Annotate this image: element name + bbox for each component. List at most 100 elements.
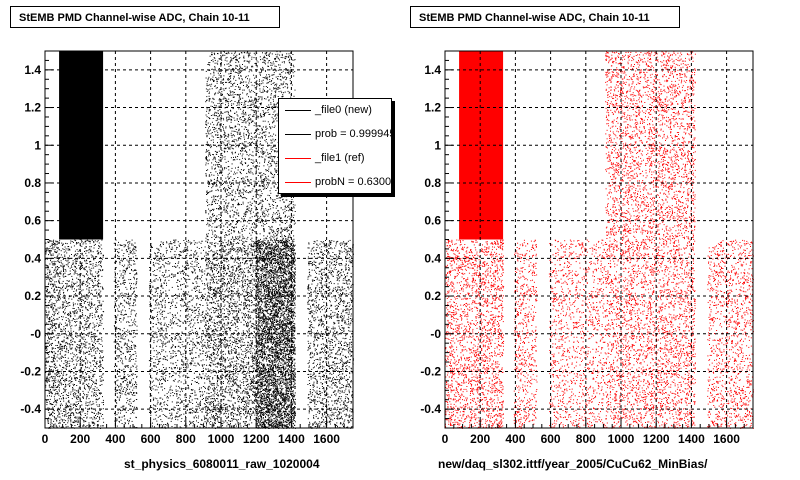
data-point xyxy=(191,357,192,359)
data-point xyxy=(115,420,117,422)
data-point xyxy=(116,373,118,375)
data-point xyxy=(194,322,196,324)
data-point xyxy=(162,260,164,261)
data-point xyxy=(161,383,163,384)
data-point xyxy=(223,264,225,266)
data-point xyxy=(51,267,53,268)
data-point xyxy=(183,374,185,376)
data-point xyxy=(51,307,53,309)
data-point xyxy=(168,289,170,291)
data-point xyxy=(71,358,73,360)
data-point xyxy=(117,338,119,340)
data-point xyxy=(64,305,66,307)
data-point xyxy=(97,280,99,282)
data-point xyxy=(153,356,155,357)
data-point xyxy=(52,276,54,278)
data-point xyxy=(194,390,196,392)
data-point xyxy=(158,378,160,380)
data-point xyxy=(60,344,62,346)
data-point xyxy=(181,418,183,420)
data-point xyxy=(100,362,101,364)
data-point xyxy=(128,298,130,300)
data-point xyxy=(124,357,126,359)
data-point xyxy=(200,270,202,272)
data-point xyxy=(48,337,50,339)
data-point xyxy=(163,379,165,381)
data-point xyxy=(46,311,48,313)
data-point xyxy=(75,332,77,334)
data-point xyxy=(183,273,185,275)
data-point xyxy=(131,330,132,332)
data-point xyxy=(176,248,177,250)
data-point xyxy=(203,320,205,322)
data-point xyxy=(97,348,99,350)
data-point xyxy=(152,422,153,424)
data-point xyxy=(53,285,55,287)
data-point xyxy=(92,408,94,410)
data-point xyxy=(85,383,87,385)
data-point xyxy=(99,350,101,352)
data-point xyxy=(83,276,85,278)
data-point xyxy=(130,264,132,266)
data-point xyxy=(162,287,164,289)
data-point xyxy=(135,273,137,275)
data-point xyxy=(78,297,80,299)
data-point xyxy=(250,389,252,391)
data-point xyxy=(86,318,88,320)
data-point xyxy=(91,256,93,258)
data-point xyxy=(196,341,198,343)
data-point xyxy=(170,353,172,354)
data-point xyxy=(49,250,50,251)
data-point xyxy=(156,247,158,249)
data-point xyxy=(72,262,74,264)
data-point xyxy=(181,364,183,366)
data-point xyxy=(50,250,52,252)
data-point xyxy=(93,381,95,383)
data-point xyxy=(124,380,126,381)
data-point xyxy=(83,282,85,284)
data-point xyxy=(52,412,54,414)
data-point xyxy=(164,369,166,370)
data-point xyxy=(169,324,171,326)
data-point xyxy=(77,335,79,337)
data-point xyxy=(119,351,121,352)
data-point xyxy=(149,344,151,346)
data-point xyxy=(96,292,97,294)
data-point xyxy=(80,379,82,381)
data-point xyxy=(199,353,201,355)
data-point xyxy=(166,249,168,251)
data-point xyxy=(204,406,206,408)
data-point xyxy=(80,370,82,372)
data-point xyxy=(211,331,213,333)
data-point xyxy=(265,275,267,277)
data-point xyxy=(186,249,188,251)
data-point xyxy=(69,418,71,420)
data-point xyxy=(94,346,95,348)
data-point xyxy=(53,260,55,262)
data-point xyxy=(82,360,84,362)
data-point xyxy=(91,267,93,269)
data-point xyxy=(130,340,132,342)
data-point xyxy=(64,360,66,362)
data-point xyxy=(156,299,157,301)
data-point xyxy=(221,262,223,264)
data-point xyxy=(121,295,123,297)
data-point xyxy=(99,352,100,354)
data-point xyxy=(60,384,62,386)
data-point xyxy=(260,414,261,416)
data-point xyxy=(188,267,190,269)
data-point xyxy=(269,269,271,271)
data-point xyxy=(130,402,132,404)
data-point xyxy=(118,280,120,282)
data-point xyxy=(62,263,64,265)
data-point xyxy=(65,383,67,385)
data-point xyxy=(196,417,197,419)
data-point xyxy=(133,302,135,303)
data-point xyxy=(154,291,156,293)
data-point xyxy=(119,319,120,321)
data-point xyxy=(78,308,80,310)
data-point xyxy=(164,356,166,358)
data-point xyxy=(201,387,202,389)
data-point xyxy=(181,401,183,403)
data-point xyxy=(224,313,225,315)
